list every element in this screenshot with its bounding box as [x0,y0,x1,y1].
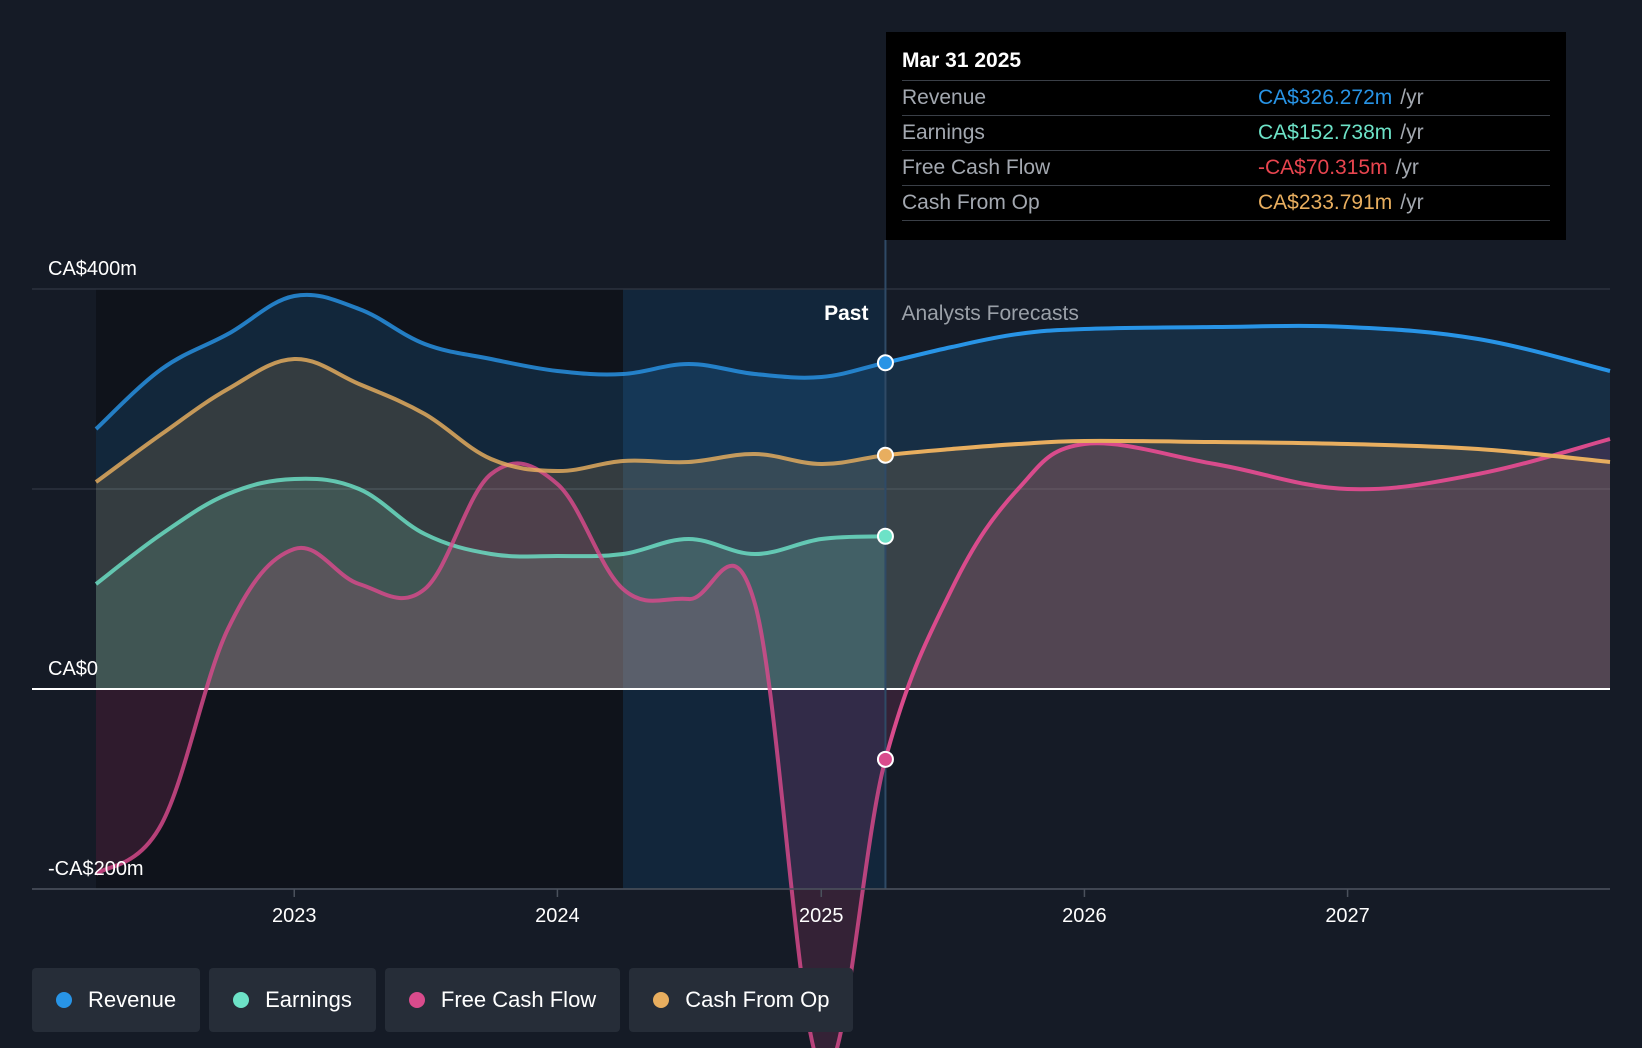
y-tick-label: -CA$200m [48,858,144,880]
forecast-label: Analysts Forecasts [901,302,1078,325]
series-area-free-cash-flow [96,439,1610,1048]
past-label: Past [824,302,868,325]
tooltip-row-revenue: Revenue CA$326.272m /yr [902,80,1550,115]
series-line-free-cash-flow-forecast [885,437,1611,768]
series-marker-cash-from-op[interactable] [876,446,894,464]
tooltip: Mar 31 2025 Revenue CA$326.272m /yr Earn… [886,32,1566,240]
series-markers [876,354,894,768]
x-tick-label: 2023 [272,905,317,927]
x-tick-label: 2027 [1325,905,1370,927]
tooltip-value: CA$233.791m [1258,191,1393,214]
series-line-revenue-past [94,292,886,431]
series-marker-earnings[interactable] [876,527,894,545]
tooltip-unit: /yr [1400,191,1424,214]
series-lines [94,292,1611,1048]
legend-item-free-cash-flow[interactable]: Free Cash Flow [384,968,621,1032]
legend-dot-icon [56,992,72,1008]
legend-dot-icon [653,992,670,1008]
series-line-earnings-past [94,476,886,586]
series-marker-revenue[interactable] [876,354,894,372]
x-axis-labels: 2023 2024 2025 2026 2027 [32,888,1610,927]
tooltip-value: -CA$70.315m [1258,156,1388,179]
tooltip-date: Mar 31 2025 [902,49,1022,72]
legend-dot-icon [233,992,250,1008]
tooltip-row-cash-from-op: Cash From Op CA$233.791m /yr [902,185,1550,221]
series-line-cash-from-op-past [94,356,886,484]
series-marker-free-cash-flow[interactable] [876,750,894,768]
series-area-cash-from-op [96,358,1610,689]
series-areas [96,294,1610,1048]
legend-label: Free Cash Flow [440,987,597,1012]
tooltip-label: Free Cash Flow [902,156,1051,179]
legend-label: Cash From Op [685,987,830,1012]
legend-item-revenue[interactable]: Revenue [32,968,201,1032]
past-highlight [623,289,886,889]
legend-label: Earnings [265,987,352,1012]
legend-dot-icon [408,992,425,1008]
y-tick-label: CA$400m [48,258,137,280]
legend-label: Revenue [88,987,177,1012]
series-line-cash-from-op-forecast [885,438,1611,464]
legend: Revenue Earnings Free Cash Flow Cash Fro… [32,968,854,1032]
tooltip-row-earnings: Earnings CA$152.738m /yr [902,115,1550,150]
tooltip-unit: /yr [1395,156,1419,179]
series-area-earnings [96,478,886,689]
x-tick-label: 2025 [799,905,844,927]
tooltip-label: Revenue [902,86,987,109]
series-line-revenue-forecast [885,323,1611,373]
tooltip-value: CA$326.272m [1258,86,1393,109]
tooltip-row-free-cash-flow: Free Cash Flow -CA$70.315m /yr [902,150,1550,185]
tooltip-unit: /yr [1400,86,1424,109]
x-tick-label: 2024 [535,905,580,927]
series-area-revenue [96,294,1610,689]
tooltip-value: CA$152.738m [1258,121,1393,144]
y-axis-labels: CA$400m CA$0 -CA$200m [48,258,144,880]
series-line-free-cash-flow-past [94,461,886,1048]
tooltip-label: Earnings [902,121,985,144]
x-tick-label: 2026 [1062,905,1107,927]
tooltip-unit: /yr [1400,121,1424,144]
legend-item-earnings[interactable]: Earnings [209,968,376,1032]
tooltip-label: Cash From Op [902,191,1040,214]
y-tick-label: CA$0 [48,658,98,680]
legend-item-cash-from-op[interactable]: Cash From Op [629,968,854,1032]
